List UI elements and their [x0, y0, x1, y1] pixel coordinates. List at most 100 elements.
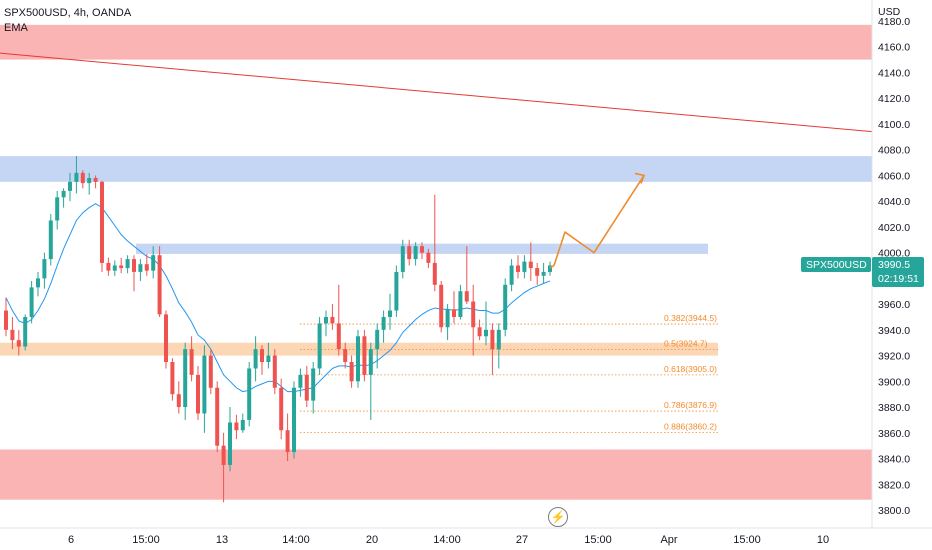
replay-icon[interactable]: ⚡ — [548, 507, 568, 527]
candle-body — [535, 268, 540, 276]
price-tick-label[interactable]: 4120.0 — [878, 93, 910, 105]
price-tick-label[interactable]: 4180.0 — [878, 16, 910, 28]
candle-body — [272, 355, 277, 388]
price-tick-label[interactable]: 4160.0 — [878, 42, 910, 54]
candle — [42, 252, 47, 289]
candle — [285, 413, 290, 462]
candle-body — [458, 291, 463, 317]
candle — [112, 260, 117, 276]
time-tick-label[interactable]: 15:00 — [584, 534, 612, 546]
time-tick-label[interactable]: Apr — [660, 534, 677, 546]
candle — [336, 284, 341, 356]
price-tick-label[interactable]: 3840.0 — [878, 454, 910, 466]
candle-body — [100, 181, 104, 263]
candle — [93, 175, 98, 189]
candle — [375, 323, 380, 369]
candle-body — [413, 246, 418, 260]
price-tick-label[interactable]: 4040.0 — [878, 196, 910, 208]
price-tick-label[interactable]: 3880.0 — [878, 402, 910, 414]
candle — [80, 170, 85, 189]
candle — [420, 242, 424, 260]
candle-body — [106, 262, 111, 271]
candle-body — [196, 374, 200, 414]
price-tick-label[interactable]: 3940.0 — [878, 325, 910, 337]
candle-body — [151, 255, 156, 271]
price-tick-label[interactable]: 3960.0 — [878, 299, 910, 311]
candle-body — [356, 336, 360, 382]
candle — [189, 336, 194, 382]
candle-body — [452, 309, 456, 317]
candle — [388, 293, 392, 330]
price-tick-label[interactable]: 3900.0 — [878, 376, 910, 388]
candle-body — [189, 349, 194, 375]
candle — [356, 329, 360, 388]
price-tick-label[interactable]: 3920.0 — [878, 351, 910, 363]
countdown: 02:19:51 — [878, 273, 919, 285]
time-tick-label[interactable]: 10 — [817, 534, 829, 546]
candle-body — [61, 190, 66, 198]
time-tick-label[interactable]: 27 — [516, 534, 528, 546]
candle — [522, 255, 527, 279]
candle-body — [330, 316, 335, 324]
candle-body — [55, 197, 60, 221]
candle-body — [10, 329, 15, 341]
symbol-line[interactable]: SPX500USD, 4h, OANDA — [4, 7, 132, 19]
candle — [298, 368, 303, 397]
price-tick-label[interactable]: 4060.0 — [878, 170, 910, 182]
candle-body — [477, 327, 482, 337]
candle-body — [298, 374, 303, 388]
indicator-label[interactable]: EMA — [4, 22, 28, 34]
candle — [215, 381, 220, 453]
last-price-tag-bg — [872, 257, 924, 287]
candle-body — [304, 374, 309, 401]
price-tick-label[interactable]: 4020.0 — [878, 222, 910, 234]
candle — [452, 291, 456, 324]
candle — [490, 323, 495, 375]
candle — [240, 413, 245, 433]
candle — [48, 214, 53, 266]
candle-body — [426, 252, 431, 263]
candle — [74, 156, 79, 194]
time-axis[interactable]: 6 15:00 13 14:00 20 14:00 27 15:00 Apr 15:00 10 — [68, 534, 829, 546]
zone-demand — [0, 449, 872, 500]
candle — [426, 248, 431, 269]
fib-label: 0.618(3905.0) — [664, 364, 717, 374]
candle-body — [548, 265, 552, 272]
candle-body — [132, 259, 136, 272]
candle-body — [80, 172, 85, 184]
candle-body — [311, 368, 316, 401]
candle-body — [381, 316, 386, 330]
trendline — [0, 52, 873, 133]
time-tick-label[interactable]: 15:00 — [132, 534, 160, 546]
candle — [400, 239, 405, 279]
price-tick-label[interactable]: 3800.0 — [878, 505, 910, 517]
candle-body — [266, 355, 271, 363]
candle — [368, 342, 373, 420]
candle-body — [349, 362, 354, 382]
candle — [260, 345, 264, 375]
price-tick-label[interactable]: 3820.0 — [878, 479, 910, 491]
time-tick-label[interactable]: 20 — [366, 534, 378, 546]
candle-body — [93, 177, 98, 182]
time-tick-label[interactable]: 6 — [68, 534, 74, 546]
candle — [496, 323, 501, 369]
candle-body — [144, 264, 149, 271]
price-tick-label[interactable]: 4100.0 — [878, 119, 910, 131]
time-tick-label[interactable]: 14:00 — [282, 534, 310, 546]
time-tick-label[interactable]: 13 — [216, 534, 228, 546]
time-tick-label[interactable]: 15:00 — [733, 534, 761, 546]
candle-body — [125, 259, 130, 269]
candle-body — [208, 355, 213, 388]
candle — [183, 342, 188, 420]
price-tick-label[interactable]: 3860.0 — [878, 428, 910, 440]
candle — [157, 246, 162, 317]
price-tick-label[interactable]: 4080.0 — [878, 145, 910, 157]
candle — [144, 253, 149, 276]
price-tick-label[interactable]: 4140.0 — [878, 67, 910, 79]
candle — [23, 314, 28, 351]
candle — [247, 362, 252, 427]
time-tick-label[interactable]: 14:00 — [433, 534, 461, 546]
candle-body — [368, 349, 373, 375]
price-tick-label[interactable]: 4000.0 — [878, 248, 910, 260]
